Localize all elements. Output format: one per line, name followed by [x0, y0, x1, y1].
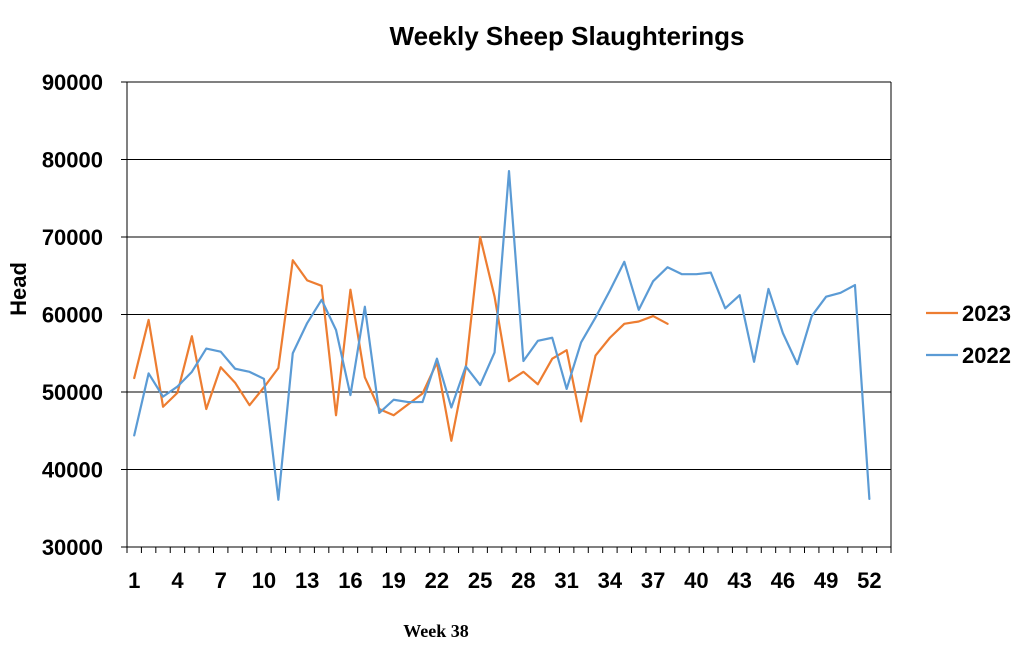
grid — [127, 81, 891, 548]
legend-label-2022: 2022 — [962, 343, 1011, 368]
y-tick-label: 30000 — [42, 535, 103, 560]
x-tick-label: 28 — [511, 568, 535, 593]
y-tick-label: 70000 — [42, 225, 103, 250]
x-tick-label: 7 — [215, 568, 227, 593]
x-tick-label: 22 — [425, 568, 449, 593]
x-tick-label: 19 — [381, 568, 405, 593]
x-tick-label: 40 — [684, 568, 708, 593]
x-tick-label: 10 — [252, 568, 276, 593]
x-tick-label: 31 — [554, 568, 578, 593]
footnote: Week 38 — [403, 621, 469, 641]
x-tick-label: 37 — [641, 568, 665, 593]
y-tick-label: 80000 — [42, 148, 103, 173]
x-tick-label: 1 — [128, 568, 140, 593]
x-tick-label: 46 — [771, 568, 795, 593]
axes: 30000 40000 50000 60000 70000 80000 90000 1 4 7 10… — [42, 70, 892, 593]
y-tick-label: 40000 — [42, 458, 103, 483]
series-layer — [133, 170, 871, 501]
chart-title: Weekly Sheep Slaughterings — [390, 21, 745, 51]
x-tick-label: 49 — [814, 568, 838, 593]
series-line-2022 — [133, 170, 871, 501]
legend: 2023 2022 — [926, 301, 1011, 368]
y-tick-label: 60000 — [42, 303, 103, 328]
y-tick-label: 50000 — [42, 380, 103, 405]
series-line-2023 — [133, 235, 669, 442]
x-tick-label: 34 — [598, 568, 623, 593]
x-tick-label: 43 — [727, 568, 751, 593]
y-tick-label: 90000 — [42, 70, 103, 95]
legend-label-2023: 2023 — [962, 301, 1011, 326]
x-tick-label: 4 — [171, 568, 184, 593]
y-axis-title: Head — [6, 262, 31, 316]
x-tick-label: 25 — [468, 568, 492, 593]
x-tick-label: 52 — [857, 568, 881, 593]
x-tick-label: 16 — [338, 568, 362, 593]
x-tick-label: 13 — [295, 568, 319, 593]
